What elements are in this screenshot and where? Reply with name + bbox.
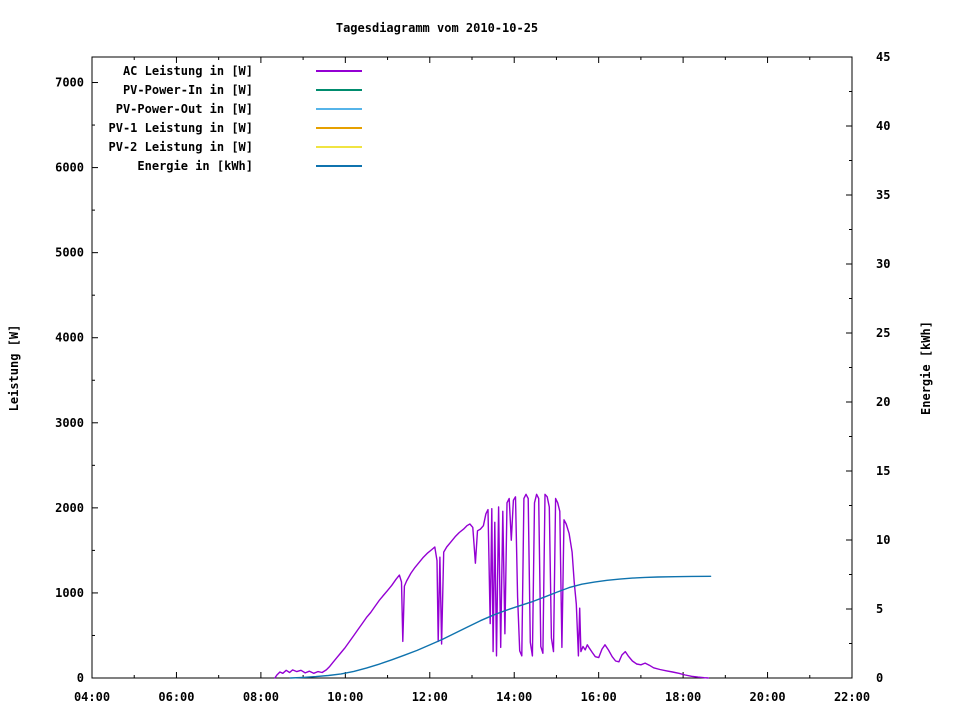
y-right-tick-label: 35	[876, 188, 890, 202]
x-tick-label: 12:00	[412, 690, 448, 704]
y-left-tick-label: 2000	[55, 501, 84, 515]
y-left-tick-label: 4000	[55, 331, 84, 345]
x-tick-label: 22:00	[834, 690, 870, 704]
y-left-tick-label: 3000	[55, 416, 84, 430]
y-left-tick-label: 7000	[55, 76, 84, 90]
y-right-tick-label: 45	[876, 50, 890, 64]
x-tick-label: 14:00	[496, 690, 532, 704]
y-right-tick-label: 0	[876, 671, 883, 685]
x-tick-label: 20:00	[749, 690, 785, 704]
x-tick-label: 10:00	[327, 690, 363, 704]
y-left-tick-label: 0	[77, 671, 84, 685]
y-right-tick-label: 5	[876, 602, 883, 616]
y-right-tick-label: 10	[876, 533, 890, 547]
x-tick-label: 16:00	[581, 690, 617, 704]
y-right-tick-label: 40	[876, 119, 890, 133]
x-tick-label: 06:00	[158, 690, 194, 704]
x-tick-label: 18:00	[665, 690, 701, 704]
x-tick-label: 04:00	[74, 690, 110, 704]
legend-label: PV-2 Leistung in [W]	[109, 140, 254, 154]
y-right-tick-label: 15	[876, 464, 890, 478]
legend-label: PV-1 Leistung in [W]	[109, 121, 254, 135]
y-left-tick-label: 5000	[55, 246, 84, 260]
chart-title: Tagesdiagramm vom 2010-10-25	[335, 21, 539, 35]
x-tick-label: 08:00	[243, 690, 279, 704]
y-left-tick-label: 6000	[55, 161, 84, 175]
y-right-tick-label: 30	[876, 257, 890, 271]
legend-label: PV-Power-In in [W]	[123, 83, 253, 97]
legend-label: PV-Power-Out in [W]	[116, 102, 253, 116]
legend-label: Energie in [kWh]	[137, 159, 253, 173]
series-line-ac-leistung-in-w	[274, 493, 710, 679]
y-left-tick-label: 1000	[55, 586, 84, 600]
legend-label: AC Leistung in [W]	[123, 64, 253, 78]
series-line-energie-in-kwh	[289, 575, 712, 679]
y-right-tick-label: 20	[876, 395, 890, 409]
y-right-tick-label: 25	[876, 326, 890, 340]
